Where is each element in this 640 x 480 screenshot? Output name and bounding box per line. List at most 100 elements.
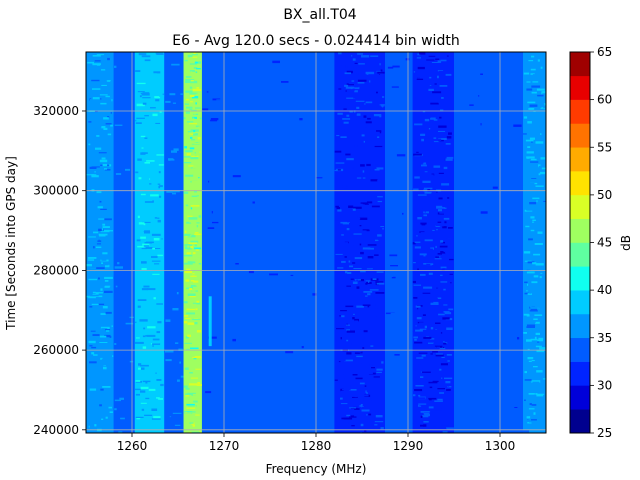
heatmap-band-9	[385, 52, 414, 433]
chart-subtitle: E6 - Avg 120.0 secs - 0.024414 bin width	[172, 33, 459, 49]
heatmap-cell	[135, 427, 144, 429]
heatmap-cell	[194, 264, 197, 267]
heatmap-cell	[363, 115, 367, 118]
heatmap-cell	[321, 129, 329, 132]
heatmap-cell	[523, 313, 529, 316]
heatmap-cell	[345, 248, 349, 251]
heatmap-cell	[377, 392, 383, 395]
heatmap-cell	[98, 277, 100, 280]
heatmap-cell	[524, 292, 530, 295]
heatmap-cell	[386, 360, 394, 363]
heatmap-cell	[122, 309, 130, 312]
heatmap-cell	[447, 360, 450, 362]
heatmap-cell	[536, 138, 544, 141]
heatmap-cell	[360, 347, 365, 349]
heatmap-cell	[377, 234, 382, 237]
heatmap-cell	[435, 353, 443, 355]
heatmap-cell	[392, 65, 400, 68]
heatmap-cell	[358, 346, 363, 350]
heatmap-cell	[439, 357, 449, 360]
heatmap-cell	[440, 138, 446, 140]
heatmap-cell	[443, 217, 450, 220]
heatmap-cell	[543, 200, 546, 202]
heatmap-cell	[531, 141, 533, 143]
heatmap-cell	[183, 292, 191, 295]
heatmap-cell	[443, 339, 449, 342]
heatmap-cell	[533, 318, 538, 320]
heatmap-cell	[337, 209, 342, 212]
heatmap-cell	[196, 87, 200, 89]
heatmap-cell	[368, 333, 371, 336]
heatmap-cell	[346, 339, 349, 342]
heatmap-cell	[418, 100, 422, 103]
heatmap-cell	[480, 123, 482, 126]
heatmap-cell	[151, 377, 159, 381]
heatmap-cell	[445, 68, 450, 71]
heatmap-cell	[95, 292, 103, 294]
heatmap-cell	[183, 385, 188, 388]
heatmap-cell	[417, 77, 422, 79]
heatmap-cell	[142, 92, 150, 95]
heatmap-cell	[338, 88, 342, 90]
heatmap-cell	[96, 397, 103, 399]
heatmap-cell	[441, 377, 443, 379]
heatmap-cell	[151, 233, 161, 236]
heatmap-cell	[524, 371, 527, 374]
heatmap-cell	[167, 418, 176, 421]
heatmap-cell	[369, 164, 379, 167]
heatmap-cell	[193, 165, 198, 167]
heatmap-cell	[99, 94, 108, 96]
heatmap-cell	[372, 278, 377, 280]
heatmap-cell	[527, 211, 533, 214]
heatmap-cell	[152, 343, 161, 345]
heatmap-cell	[491, 163, 499, 165]
heatmap-cell	[343, 69, 346, 71]
heatmap-cell	[98, 218, 107, 220]
heatmap-cell	[102, 306, 108, 309]
heatmap-cell	[362, 341, 370, 344]
heatmap-cell	[144, 59, 151, 62]
heatmap-cell	[358, 342, 362, 344]
heatmap-cell	[343, 108, 347, 110]
heatmap-cell	[450, 350, 454, 352]
heatmap-cell	[186, 121, 194, 123]
heatmap-cell	[107, 133, 112, 136]
heatmap-cell	[436, 285, 443, 288]
heatmap-cell	[478, 95, 480, 97]
heatmap-cell	[367, 422, 376, 424]
heatmap-cell	[95, 246, 102, 248]
heatmap-cell	[534, 79, 544, 82]
heatmap-cell	[191, 431, 200, 433]
heatmap-cell	[366, 76, 369, 79]
heatmap-cell	[431, 265, 434, 267]
heatmap-cell	[540, 107, 543, 109]
heatmap-cell	[150, 188, 159, 191]
heatmap-cell	[476, 400, 484, 402]
heatmap-cell	[354, 62, 358, 64]
heatmap-cell	[186, 324, 191, 327]
heatmap-cell	[448, 293, 453, 295]
heatmap-cell	[344, 256, 347, 258]
heatmap-cell	[423, 424, 427, 427]
heatmap-cell	[337, 267, 344, 269]
heatmap-cell	[210, 118, 219, 121]
heatmap-cell	[89, 75, 98, 79]
heatmap-cell	[414, 341, 423, 344]
heatmap-cell	[102, 193, 112, 195]
heatmap-cell	[205, 199, 209, 201]
heatmap-cell	[523, 116, 528, 119]
heatmap-cell	[443, 53, 445, 56]
heatmap-cell	[140, 135, 146, 138]
heatmap-cell	[128, 272, 135, 274]
heatmap-cell	[439, 116, 442, 119]
heatmap-cell	[153, 124, 162, 126]
heatmap-cell	[354, 90, 358, 93]
x-axis-label: Frequency (MHz)	[266, 462, 367, 476]
heatmap-cell	[440, 332, 443, 334]
heatmap-cell	[187, 261, 196, 264]
heatmap-cell	[341, 315, 345, 318]
heatmap-cell	[365, 71, 375, 75]
heatmap-cell	[270, 85, 277, 88]
heatmap-cell	[91, 79, 100, 82]
heatmap-feature-1	[208, 296, 212, 347]
